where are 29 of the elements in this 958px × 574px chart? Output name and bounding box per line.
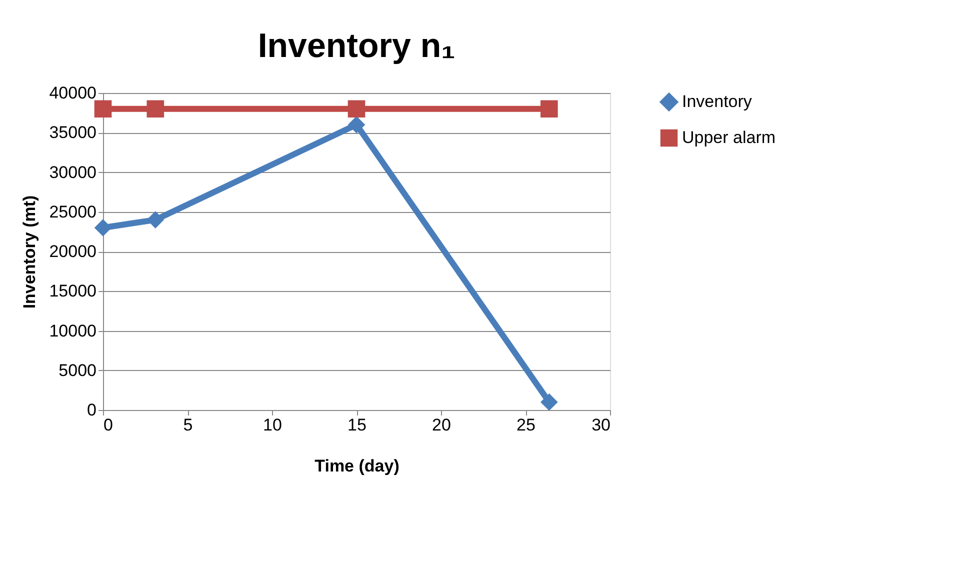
x-axis-title: Time (day): [314, 456, 400, 476]
x-tick-label: 5: [183, 416, 193, 434]
point: [540, 393, 558, 411]
legend-label: Inventory: [682, 92, 752, 111]
point: [348, 100, 366, 118]
x-tick-label: 25: [516, 416, 536, 434]
legend-label: Upper alarm: [682, 128, 776, 147]
y-tick-label: 20000: [49, 242, 96, 261]
x-tick-label: 15: [348, 416, 366, 434]
x-tick-label: 30: [592, 416, 610, 434]
point: [540, 100, 558, 118]
x-tick-label: 20: [432, 416, 451, 434]
point: [146, 211, 164, 228]
y-tick-label: 5000: [58, 360, 96, 380]
y-tick-label: 10000: [49, 321, 96, 340]
y-tick-label: 15000: [49, 282, 96, 301]
x-tick-label: 0: [104, 416, 113, 434]
y-tick-label: 30000: [49, 162, 96, 182]
point: [348, 116, 366, 134]
y-tick-label: 0: [87, 400, 96, 420]
point: [146, 100, 164, 118]
point: [94, 219, 112, 236]
x-tick-label: 10: [263, 416, 282, 434]
y-tick-label: 40000: [49, 84, 96, 102]
y-tick-label: 25000: [49, 202, 96, 222]
y-axis-title: Inventory (mt): [20, 195, 40, 309]
y-tick-label: 35000: [49, 123, 96, 142]
point: [94, 100, 112, 118]
chart-title: Inventory n₁: [258, 27, 456, 65]
